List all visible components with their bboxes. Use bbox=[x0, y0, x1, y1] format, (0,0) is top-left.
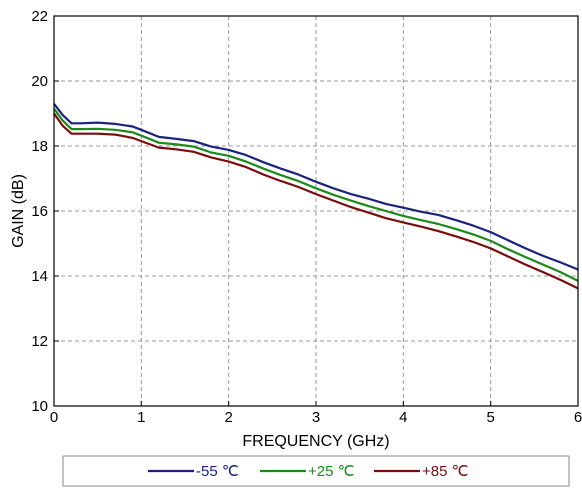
x-tick-label: 6 bbox=[574, 409, 582, 426]
x-tick-label: 2 bbox=[224, 409, 232, 426]
legend-label: +25 ℃ bbox=[308, 463, 354, 480]
legend-label: -55 ℃ bbox=[196, 463, 239, 480]
x-tick-label: 5 bbox=[486, 409, 494, 426]
legend-label: +85 ℃ bbox=[422, 463, 468, 480]
y-tick-label: 14 bbox=[31, 268, 48, 285]
y-tick-label: 18 bbox=[31, 138, 48, 155]
y-tick-label: 12 bbox=[31, 333, 48, 350]
y-tick-label: 16 bbox=[31, 203, 48, 220]
series-line-2 bbox=[53, 112, 579, 290]
x-tick-label: 0 bbox=[50, 409, 58, 426]
grid bbox=[54, 16, 578, 406]
series-line-0 bbox=[53, 103, 579, 271]
y-tick-label: 22 bbox=[31, 8, 48, 25]
x-tick-label: 1 bbox=[137, 409, 145, 426]
legend: -55 ℃ +25 ℃ +85 ℃ bbox=[62, 455, 570, 487]
x-axis-title: FREQUENCY (GHz) bbox=[242, 433, 389, 450]
y-tick-label: 20 bbox=[31, 73, 48, 90]
x-tick-label: 3 bbox=[312, 409, 320, 426]
series-lines bbox=[53, 103, 579, 290]
legend-box bbox=[62, 455, 570, 487]
y-axis-title: GAIN (dB) bbox=[10, 174, 27, 248]
y-tick-label: 10 bbox=[31, 398, 48, 415]
series-line-1 bbox=[53, 107, 579, 282]
x-tick-label: 4 bbox=[399, 409, 407, 426]
